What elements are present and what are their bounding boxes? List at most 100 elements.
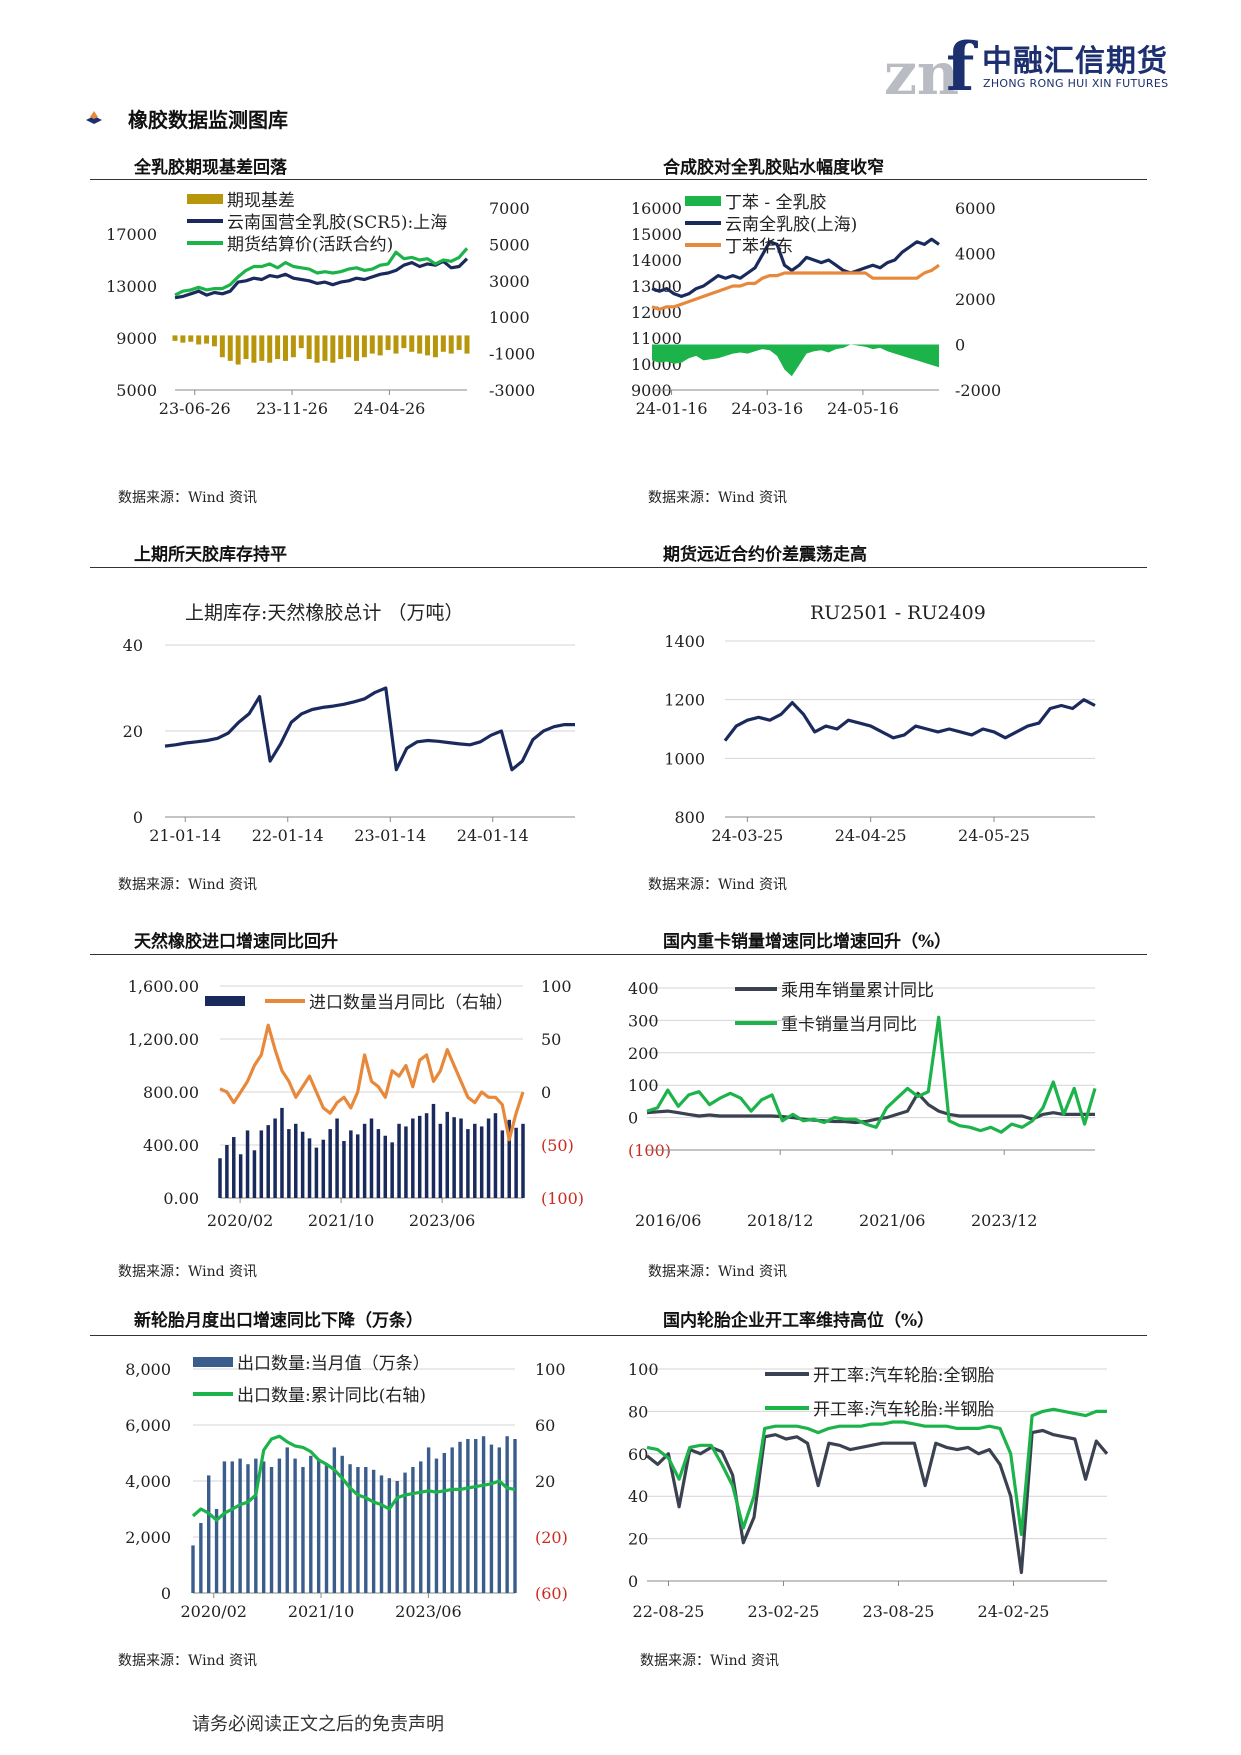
- chart-1-title: 全乳胶期现基差回落: [134, 158, 287, 178]
- y-left-tick-label: 40: [628, 1487, 648, 1506]
- y-left-tick-label: 80: [628, 1402, 648, 1421]
- y-left-tick-label: 20: [123, 722, 143, 741]
- bar: [275, 335, 281, 360]
- y-left-tick-label: 400: [628, 979, 659, 998]
- bar: [426, 1447, 431, 1593]
- legend-label: 期现基差: [227, 191, 295, 211]
- x-tick-label: 24-03-16: [731, 399, 803, 418]
- logo-mark-f: f: [946, 28, 978, 100]
- bar: [431, 1103, 436, 1198]
- bar: [322, 335, 328, 361]
- bar: [199, 1523, 203, 1593]
- y-right-tick-label: 60: [535, 1416, 555, 1435]
- bar: [424, 1113, 429, 1198]
- y-right-tick-label: -3000: [489, 381, 535, 400]
- bar: [261, 1461, 266, 1593]
- bar: [330, 335, 336, 363]
- line-series: [219, 1023, 525, 1142]
- bar: [238, 1154, 243, 1198]
- bar: [474, 1439, 478, 1593]
- bar: [393, 335, 399, 354]
- bar: [306, 335, 312, 360]
- chart-8-title: 国内轮胎企业开工率维持高位（%）: [663, 1311, 935, 1331]
- chart-7-source: 数据来源：Wind 资讯: [118, 1653, 258, 1669]
- legend-label: 云南国营全乳胶(SCR5):上海: [227, 213, 447, 233]
- chart-5-natural-rubber-imports: 0.00 400.00 800.00 1,200.00 1,600.00 (100) (50…: [128, 977, 584, 1230]
- chart-5-title: 天然橡胶进口增速同比回升: [134, 932, 338, 952]
- y-left-tick-label: 17000: [106, 225, 157, 244]
- bar: [466, 1439, 470, 1593]
- y-left-tick-label: 8,000: [125, 1360, 171, 1379]
- bar: [401, 335, 407, 349]
- bar: [419, 1461, 423, 1593]
- bar: [364, 1467, 368, 1593]
- bar: [473, 1123, 477, 1198]
- bar: [252, 1150, 257, 1198]
- bar: [218, 1158, 222, 1198]
- legend-label: 重卡销量当月同比: [781, 1015, 917, 1035]
- y-left-tick-label: 9000: [116, 329, 157, 348]
- bar: [383, 1135, 388, 1198]
- y-left-tick-label: 1400: [664, 632, 705, 651]
- bar: [505, 1436, 509, 1593]
- line-series: [651, 237, 940, 298]
- y-left-tick-label: 11000: [631, 329, 682, 348]
- legend-swatch: [193, 1357, 233, 1367]
- bar: [425, 335, 431, 356]
- bar: [507, 1119, 511, 1198]
- bar: [354, 335, 360, 361]
- line-series: [651, 263, 940, 311]
- company-logo: zn f: [884, 28, 978, 100]
- bar: [409, 335, 415, 352]
- y-left-tick-label: 0: [161, 1584, 171, 1603]
- y-left-tick-label: 15000: [631, 225, 682, 244]
- x-tick-label: 23-08-25: [863, 1602, 935, 1621]
- y-left-tick-label: 200: [628, 1044, 659, 1063]
- x-tick-label: 24-05-25: [958, 826, 1030, 845]
- bar: [404, 1126, 408, 1198]
- bar: [466, 1129, 470, 1198]
- x-tick-label: 24-04-26: [353, 399, 425, 418]
- bar: [500, 1130, 505, 1198]
- y-right-tick-label: 1000: [489, 308, 530, 327]
- bar: [211, 335, 217, 347]
- y-left-tick-label: 0.00: [163, 1189, 199, 1208]
- bar: [222, 1461, 227, 1593]
- y-left-tick-label: 9000: [631, 381, 672, 400]
- bar: [369, 1118, 374, 1198]
- y-right-tick-label: 6000: [955, 199, 996, 218]
- bar: [376, 1129, 381, 1198]
- rule-row-2: [90, 567, 1147, 568]
- y-right-tick-label: 100: [541, 977, 572, 996]
- bar: [356, 1467, 360, 1593]
- bar: [204, 335, 210, 344]
- chart-8-tire-operating-rate: 0 20 40 60 80 100 22-08-25 23-02-25 23-08-25 24-0…: [628, 1360, 1109, 1621]
- bar: [324, 1464, 329, 1593]
- bar: [448, 335, 454, 354]
- y-right-tick-label: 50: [541, 1030, 561, 1049]
- bar: [464, 335, 470, 354]
- y-left-tick-label: 6,000: [125, 1416, 171, 1435]
- bar: [207, 1475, 211, 1593]
- bar: [273, 1118, 277, 1198]
- bar: [300, 1131, 305, 1198]
- bar: [390, 1142, 394, 1198]
- bar: [285, 1447, 289, 1593]
- x-tick-label: 23-01-14: [354, 826, 426, 845]
- bar: [287, 1129, 291, 1198]
- bar: [267, 335, 273, 363]
- bar: [459, 1118, 463, 1198]
- chart-7-title: 新轮胎月度出口增速同比下降（万条）: [134, 1311, 423, 1331]
- y-right-tick-label: 4000: [955, 245, 996, 264]
- y-left-tick-label: 40: [123, 636, 143, 655]
- legend-label: 丁苯 - 全乳胶: [725, 193, 827, 213]
- line-series: [174, 247, 469, 297]
- bar: [385, 335, 391, 350]
- x-tick-label: 24-05-16: [827, 399, 899, 418]
- bar: [196, 335, 202, 345]
- line-series: [646, 1407, 1107, 1536]
- x-tick-label: 22-01-14: [252, 826, 324, 845]
- y-left-tick-label: 0: [133, 808, 143, 827]
- y-left-tick-label: 5000: [116, 381, 157, 400]
